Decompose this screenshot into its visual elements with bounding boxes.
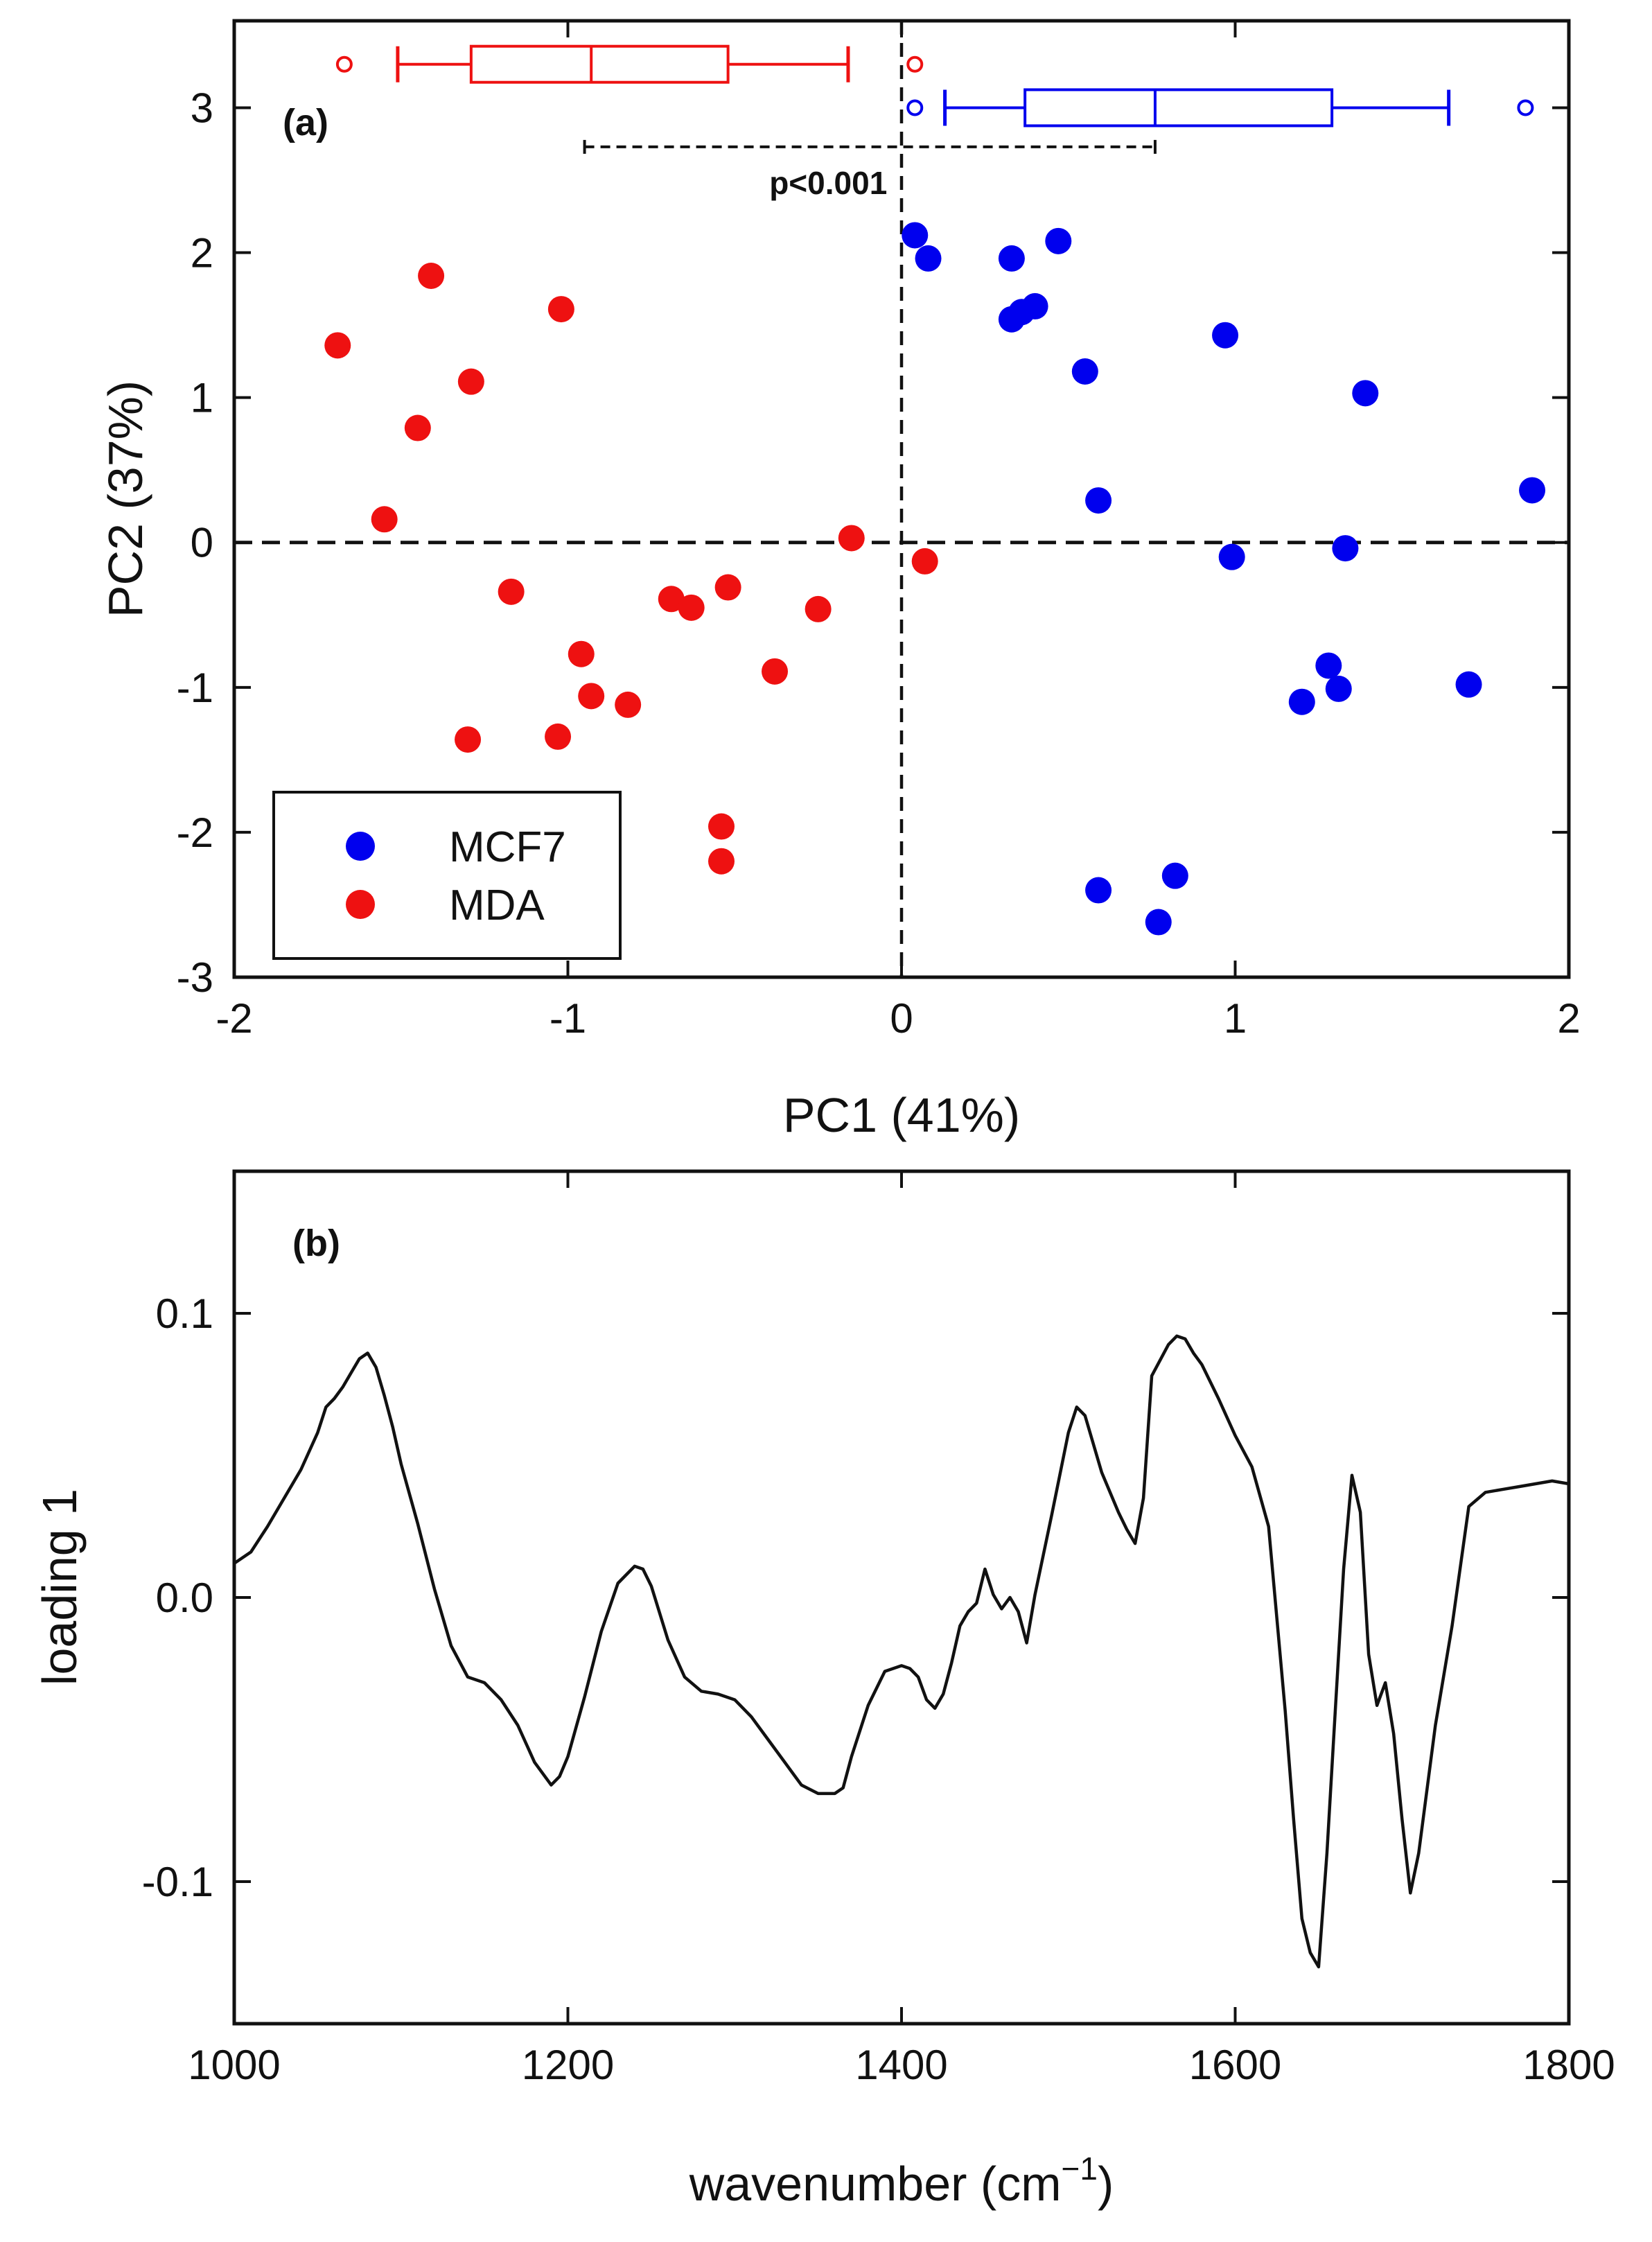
data-point-mcf7 bbox=[1288, 688, 1315, 715]
legend-marker-mda bbox=[346, 890, 375, 919]
data-point-mda bbox=[708, 848, 735, 875]
data-point-mda bbox=[498, 578, 525, 605]
panel-b-loading-plot: 1000 1200 1400 1600 1800 -0.1 0.0 0.1 (b) waven… bbox=[33, 1169, 1615, 2211]
loading-1-curve bbox=[233, 1334, 1570, 1969]
data-point-mda bbox=[838, 525, 865, 552]
panel-a-points bbox=[324, 222, 1546, 936]
data-point-mda bbox=[404, 414, 431, 441]
panel-b-xlabel-main: wavenumber (cm bbox=[689, 2157, 1062, 2211]
x-tick-label: -2 bbox=[216, 995, 252, 1042]
data-point-mda bbox=[578, 683, 605, 710]
data-point-mcf7 bbox=[1519, 477, 1546, 504]
data-point-mda bbox=[708, 813, 735, 840]
data-point-mcf7 bbox=[1071, 358, 1098, 385]
x-tick-label: -1 bbox=[550, 995, 586, 1042]
legend-label-mda: MDA bbox=[449, 882, 545, 929]
y-tick-label: 2 bbox=[191, 230, 213, 277]
data-point-mda bbox=[805, 595, 832, 622]
x-tick-label: 1800 bbox=[1522, 2042, 1615, 2088]
data-point-mcf7 bbox=[1325, 675, 1352, 702]
data-point-mcf7 bbox=[915, 245, 942, 272]
y-tick-label: 0 bbox=[191, 520, 213, 566]
data-point-mcf7 bbox=[1455, 671, 1482, 698]
data-point-mcf7 bbox=[1212, 322, 1239, 349]
y-tick-label: -0.1 bbox=[142, 1859, 213, 1905]
data-point-mda bbox=[457, 368, 484, 395]
data-point-mda bbox=[678, 594, 705, 621]
boxplot-outlier-mda bbox=[906, 55, 924, 73]
data-point-mcf7 bbox=[902, 222, 929, 249]
panel-a-significance: p<0.001 bbox=[583, 139, 1157, 201]
panel-b-xlabel-superscript: −1 bbox=[1062, 2151, 1098, 2187]
data-point-mda bbox=[455, 726, 482, 753]
x-tick-label: 1600 bbox=[1189, 2042, 1281, 2088]
data-point-mda bbox=[418, 263, 445, 289]
data-point-mcf7 bbox=[998, 245, 1025, 272]
legend-marker-mcf7 bbox=[346, 832, 375, 861]
x-tick-label: 1 bbox=[1224, 995, 1247, 1042]
data-point-mda bbox=[911, 548, 938, 575]
legend-box bbox=[272, 791, 622, 960]
x-tick-label: 1000 bbox=[188, 2042, 280, 2088]
data-point-mda bbox=[568, 640, 595, 667]
boxplot-outlier-mda bbox=[335, 55, 353, 73]
panel-b-ylabel: loading 1 bbox=[33, 1489, 87, 1685]
y-tick-label: -2 bbox=[177, 809, 213, 856]
x-tick-label: 1400 bbox=[855, 2042, 947, 2088]
data-point-mda bbox=[615, 691, 642, 718]
y-tick-label: 0.0 bbox=[156, 1575, 213, 1621]
y-tick-label: 3 bbox=[191, 85, 213, 131]
data-point-mcf7 bbox=[1145, 909, 1172, 936]
y-tick-label: -3 bbox=[177, 954, 213, 1001]
y-tick-label: -1 bbox=[177, 665, 213, 711]
panel-a-label: (a) bbox=[283, 102, 328, 143]
legend: MCF7 MDA bbox=[272, 791, 622, 960]
boxplot-outlier-mcf7 bbox=[1517, 99, 1534, 116]
data-point-mcf7 bbox=[1218, 543, 1245, 570]
data-point-mcf7 bbox=[1045, 227, 1072, 254]
data-point-mcf7 bbox=[1085, 487, 1112, 514]
x-tick-label: 1200 bbox=[522, 2042, 614, 2088]
data-point-mda bbox=[371, 506, 398, 533]
panel-a-boxplots bbox=[335, 44, 1534, 128]
panel-a-xlabel: PC1 (41%) bbox=[783, 1088, 1020, 1142]
panel-b-label: (b) bbox=[292, 1223, 340, 1264]
panel-a-ylabel: PC2 (37%) bbox=[98, 380, 152, 618]
data-point-mda bbox=[324, 332, 351, 359]
boxplot-outlier-mcf7 bbox=[906, 99, 924, 116]
data-point-mcf7 bbox=[1085, 877, 1112, 904]
p-value-label: p<0.001 bbox=[769, 165, 887, 201]
data-point-mda bbox=[545, 723, 572, 750]
data-point-mda bbox=[762, 658, 789, 685]
panel-b-xlabel-suffix: ) bbox=[1098, 2157, 1114, 2211]
data-point-mcf7 bbox=[1332, 535, 1359, 562]
x-tick-label: 0 bbox=[890, 995, 913, 1042]
data-point-mda bbox=[658, 586, 685, 613]
data-point-mcf7 bbox=[1315, 652, 1342, 679]
legend-label-mcf7: MCF7 bbox=[449, 823, 566, 871]
panel-b-xlabel: wavenumber (cm−1) bbox=[689, 2151, 1114, 2211]
y-tick-label: 0.1 bbox=[156, 1290, 213, 1337]
data-point-mcf7 bbox=[1021, 292, 1048, 319]
y-tick-label: 1 bbox=[191, 375, 213, 421]
data-point-mcf7 bbox=[1161, 862, 1188, 889]
boxplot-box-mcf7 bbox=[1023, 88, 1334, 128]
data-point-mda bbox=[547, 296, 574, 323]
data-point-mcf7 bbox=[1352, 380, 1379, 407]
data-point-mda bbox=[714, 574, 741, 601]
panel-b-ticks: 1000 1200 1400 1600 1800 -0.1 0.0 0.1 bbox=[142, 1171, 1615, 2088]
x-tick-label: 2 bbox=[1557, 995, 1580, 1042]
boxplot-box-mda bbox=[469, 44, 730, 84]
